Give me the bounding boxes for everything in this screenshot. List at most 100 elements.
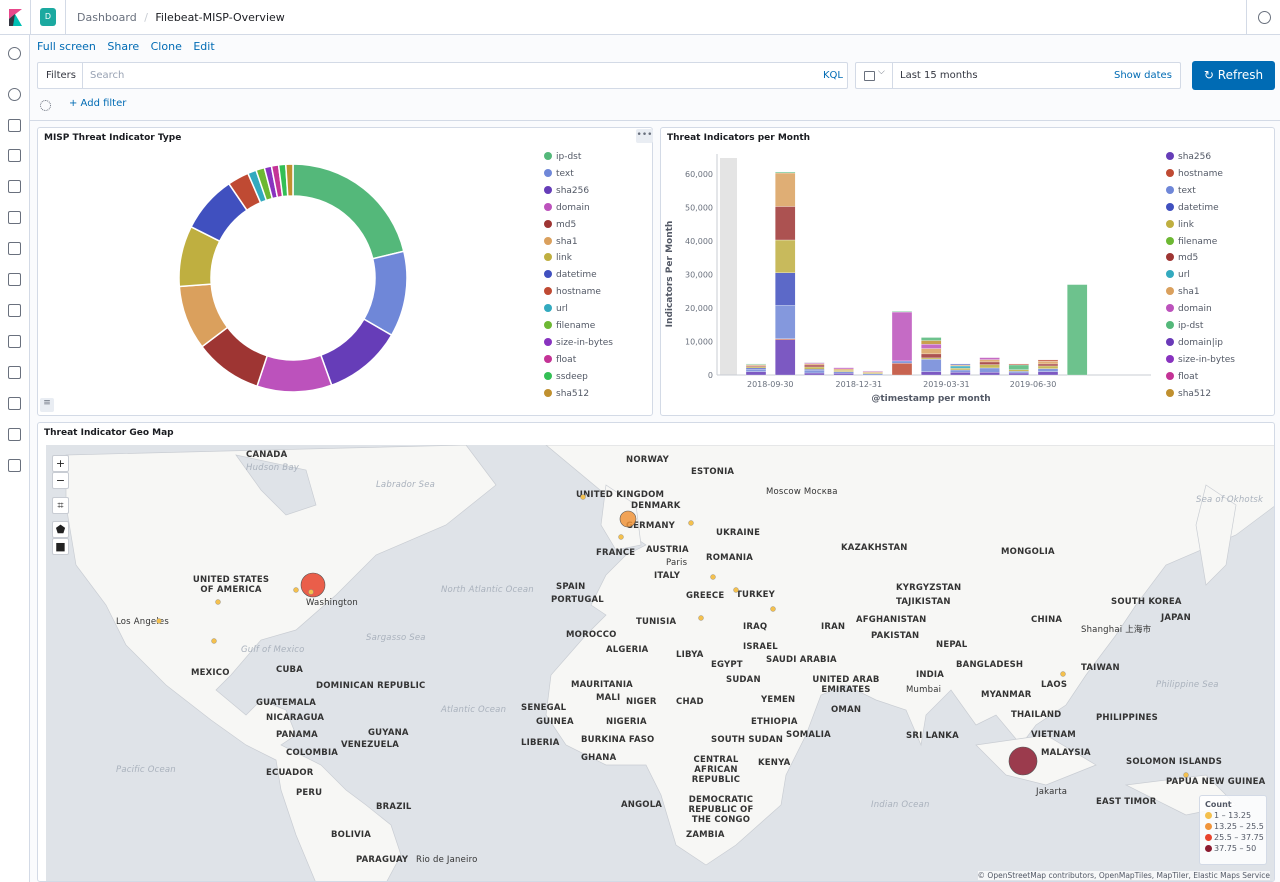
bar-segment-md5[interactable] — [979, 361, 1000, 365]
time-range[interactable]: Last 15 months — [900, 70, 978, 81]
bar-2018-09[interactable] — [775, 171, 796, 376]
map-point-small[interactable] — [698, 615, 704, 621]
bar-2019-02[interactable] — [921, 337, 942, 376]
legend-item[interactable]: sha1 — [1166, 287, 1200, 297]
gear-icon[interactable] — [8, 459, 21, 472]
full-screen-link[interactable]: Full screen — [37, 40, 96, 53]
legend-item[interactable]: sha512 — [544, 388, 589, 399]
bar-segment-domain[interactable] — [979, 357, 1000, 360]
bar-segment-text[interactable] — [891, 360, 913, 364]
map-point-small[interactable] — [710, 574, 716, 580]
map-point-small[interactable] — [1060, 671, 1066, 677]
bar-segment-domain[interactable] — [891, 311, 913, 362]
bar-2019-06[interactable] — [1037, 359, 1059, 376]
bar-segment-link[interactable] — [979, 364, 1000, 369]
legend-item[interactable]: hostname — [544, 287, 601, 297]
bar-segment-text[interactable] — [979, 367, 1000, 373]
legend-item[interactable]: url — [544, 304, 568, 314]
uptime-icon[interactable] — [8, 366, 21, 379]
search-input[interactable]: Search — [90, 70, 125, 81]
compass-icon[interactable] — [8, 88, 21, 101]
legend-item[interactable]: ip-dst — [1166, 321, 1203, 331]
bar-segment-text[interactable] — [804, 370, 825, 374]
bar-segment-link[interactable] — [1037, 365, 1059, 369]
bar-segment-sha1[interactable] — [921, 348, 942, 355]
infrastructure-icon[interactable] — [8, 273, 21, 286]
legend-item[interactable]: size-in-bytes — [1166, 354, 1235, 365]
bar-segment-domain[interactable] — [921, 344, 942, 349]
map-point-small[interactable] — [211, 638, 217, 644]
bar-segment-sha1[interactable] — [1037, 361, 1059, 365]
bar-segment-text[interactable] — [775, 305, 796, 339]
bar-2019-07[interactable] — [1067, 284, 1088, 376]
bar-2018-12[interactable] — [862, 370, 883, 376]
bar-segment-datetime[interactable] — [745, 367, 767, 370]
bar-segment-text[interactable] — [862, 373, 883, 376]
edit-link[interactable]: Edit — [193, 40, 215, 53]
legend-item[interactable]: link — [544, 253, 572, 263]
donut-slice-ip-dst[interactable] — [292, 163, 405, 260]
legend-item[interactable]: datetime — [1166, 202, 1219, 213]
dashboard-icon[interactable] — [8, 149, 21, 162]
legend-item[interactable]: text — [544, 168, 574, 179]
bar-segment-sha256[interactable] — [833, 373, 854, 376]
bar-segment-url[interactable] — [950, 365, 971, 369]
bar-segment-datetime[interactable] — [775, 272, 796, 306]
bar-2018-08[interactable] — [745, 363, 767, 376]
bar-segment-md5[interactable] — [745, 365, 767, 367]
legend-item[interactable]: domain — [544, 202, 590, 213]
ml-icon[interactable] — [8, 242, 21, 255]
map-point-small[interactable] — [770, 606, 776, 612]
chevron-down-icon[interactable]: ⌵ — [878, 67, 885, 77]
legend-item[interactable]: md5 — [1166, 253, 1198, 263]
bar-segment-sha256[interactable] — [1037, 371, 1059, 376]
legend-item[interactable]: filename — [544, 321, 595, 331]
bar-segment-ip-dst[interactable] — [1008, 364, 1029, 370]
map-point-small[interactable] — [215, 599, 221, 605]
legend-item[interactable]: link — [1166, 219, 1194, 230]
share-link[interactable]: Share — [107, 40, 140, 53]
bar-segment-link[interactable] — [804, 366, 825, 370]
bar-segment-ip-dst[interactable] — [921, 337, 942, 341]
donut-slice-sha256[interactable] — [319, 318, 393, 387]
help-icon[interactable] — [1258, 11, 1271, 24]
bar-2018-11[interactable] — [833, 367, 854, 376]
chart-icon[interactable] — [8, 119, 21, 132]
logs-icon[interactable] — [8, 304, 21, 317]
map-point-washington[interactable] — [300, 572, 326, 598]
legend-item[interactable]: float — [544, 354, 576, 365]
bar-segment-link[interactable] — [833, 370, 854, 372]
kql-toggle[interactable]: KQL — [823, 70, 843, 81]
legend-item[interactable]: text — [1166, 185, 1196, 196]
bar-segment-sha256[interactable] — [745, 371, 767, 376]
bar-segment-hostname[interactable] — [1037, 359, 1059, 362]
bar-segment-domain[interactable] — [833, 367, 854, 370]
bar-segment-sha512[interactable] — [921, 340, 942, 345]
bar-2019-01[interactable] — [891, 311, 913, 376]
bar-segment-ip-dst[interactable] — [891, 311, 913, 313]
crop-icon[interactable]: ⌗ — [52, 497, 69, 514]
legend-item[interactable]: datetime — [544, 270, 597, 280]
calendar-icon[interactable] — [864, 71, 875, 81]
legend-item[interactable]: ip-dst — [544, 152, 581, 162]
bar-segment-text[interactable] — [745, 369, 767, 372]
legend-item[interactable]: float — [1166, 371, 1198, 382]
bar-segment-link[interactable] — [1008, 369, 1029, 372]
bar-segment-sha1[interactable] — [745, 364, 767, 366]
draw-polygon-icon[interactable]: ⬟ — [52, 521, 69, 538]
bar-2019-05[interactable] — [1008, 363, 1029, 376]
dev-tools-icon[interactable] — [8, 397, 21, 410]
legend-item[interactable]: ssdeep — [544, 371, 588, 382]
bar-2019-03[interactable] — [950, 363, 971, 376]
bar-2018-10[interactable] — [804, 362, 825, 376]
bar-segment-sha256[interactable] — [1008, 372, 1029, 376]
bar-segment-md5[interactable] — [775, 206, 796, 241]
bar-segment-link[interactable] — [745, 366, 767, 369]
bar-segment-link[interactable] — [921, 357, 942, 360]
map-point-small[interactable] — [308, 589, 314, 595]
apm-icon[interactable] — [8, 335, 21, 348]
bar-segment-sha256[interactable] — [804, 372, 825, 376]
bar-segment-link[interactable] — [775, 239, 796, 273]
add-filter-link[interactable]: + Add filter — [69, 98, 127, 109]
donut-slice-sha512[interactable] — [284, 163, 294, 197]
